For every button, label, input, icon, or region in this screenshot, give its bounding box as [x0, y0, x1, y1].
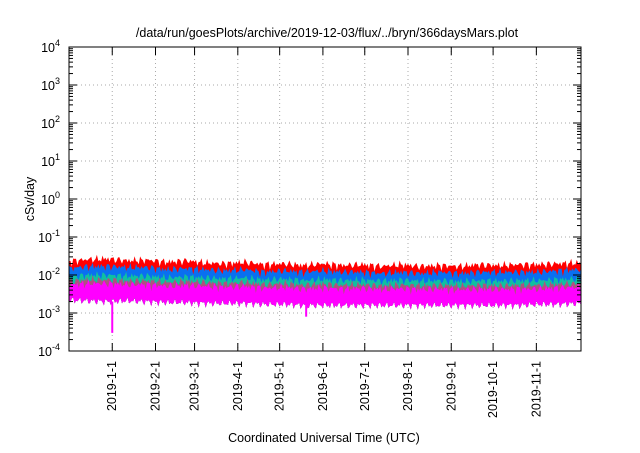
- y-tick-base: 10: [41, 193, 55, 207]
- x-tick-label: 2019-4-1: [231, 361, 245, 411]
- chart-title: /data/run/goesPlots/archive/2019-12-03/f…: [136, 26, 519, 40]
- x-tick-label: 2019-9-1: [444, 361, 458, 411]
- data-areas: [69, 254, 581, 333]
- y-axis-label: cSv/day: [23, 176, 37, 221]
- x-tick-label: 2019-2-1: [148, 361, 162, 411]
- y-tick-base: 10: [41, 117, 55, 131]
- x-axis-label: Coordinated Universal Time (UTC): [228, 431, 420, 445]
- y-tick-base: 10: [41, 41, 55, 55]
- series-area-magenta: [69, 279, 581, 310]
- x-tick-label: 2019-11-1: [529, 361, 543, 417]
- y-tick-exponent: 0: [55, 190, 60, 200]
- y-tick-exponent: 2: [55, 114, 60, 124]
- y-tick-label: 10-2: [38, 266, 60, 283]
- y-tick-label: 102: [41, 114, 60, 131]
- y-tick-base: 10: [38, 345, 52, 359]
- y-tick-exponent: -1: [52, 228, 60, 238]
- y-tick-label: 103: [41, 76, 60, 93]
- x-tick-label: 2019-3-1: [188, 361, 202, 411]
- y-tick-exponent: -3: [52, 304, 60, 314]
- x-tick-label: 2019-1-1: [105, 361, 119, 411]
- y-tick-base: 10: [38, 307, 52, 321]
- y-tick-base: 10: [41, 155, 55, 169]
- y-tick-base: 10: [38, 231, 52, 245]
- y-tick-label: 10-1: [38, 228, 60, 245]
- y-tick-exponent: -4: [52, 342, 60, 352]
- y-tick-label: 100: [41, 190, 60, 207]
- y-tick-exponent: 4: [55, 38, 60, 48]
- x-tick-label: 2019-8-1: [401, 361, 415, 411]
- y-tick-exponent: 3: [55, 76, 60, 86]
- y-tick-label: 101: [41, 152, 60, 169]
- y-tick-label: 104: [41, 38, 60, 55]
- x-tick-label: 2019-6-1: [316, 361, 330, 411]
- grid: [69, 47, 581, 351]
- y-tick-exponent: -2: [52, 266, 60, 276]
- x-tick-label: 2019-7-1: [358, 361, 372, 411]
- y-tick-base: 10: [38, 269, 52, 283]
- x-tick-label: 2019-5-1: [273, 361, 287, 411]
- x-tick-label: 2019-10-1: [486, 361, 500, 418]
- y-tick-label: 10-4: [38, 342, 60, 359]
- y-tick-exponent: 1: [55, 152, 60, 162]
- y-tick-base: 10: [41, 79, 55, 93]
- y-tick-label: 10-3: [38, 304, 60, 321]
